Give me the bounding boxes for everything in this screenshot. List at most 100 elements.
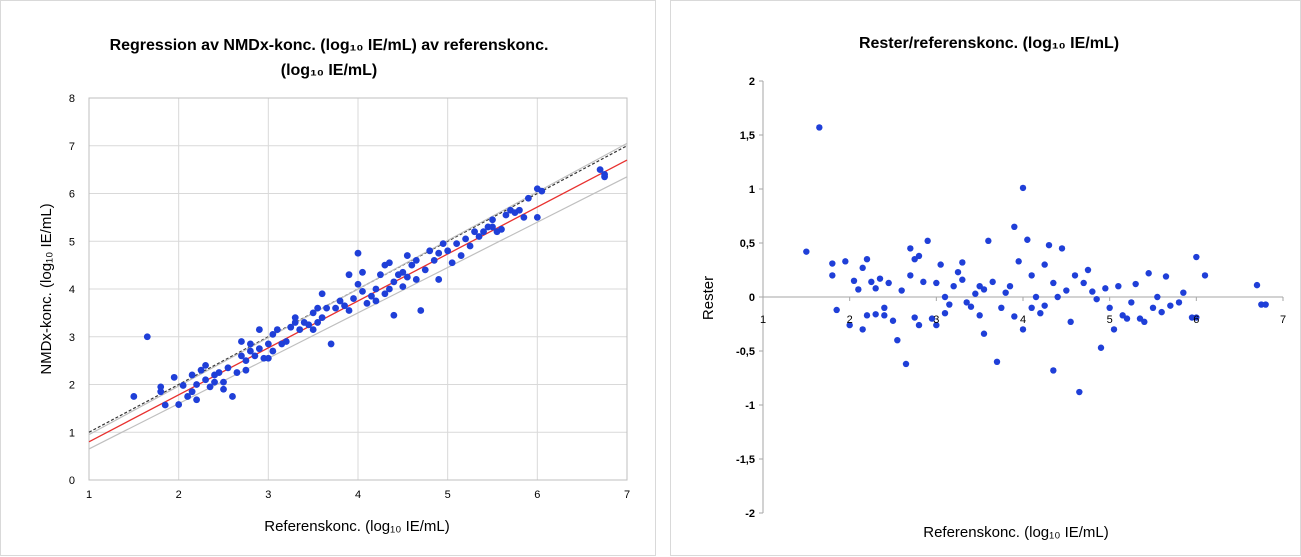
y-axis-label: NMDx-konc. (log₁₀ IE/mL): [38, 203, 55, 374]
data-point: [950, 283, 957, 290]
data-point: [859, 264, 866, 272]
data-point: [1175, 299, 1183, 306]
data-point: [318, 314, 326, 322]
data-point: [520, 213, 528, 221]
y-tick-label: 2: [69, 380, 75, 392]
data-point: [842, 258, 849, 265]
data-point: [1145, 270, 1152, 277]
data-point: [1123, 315, 1131, 322]
data-point: [332, 304, 339, 312]
data-point: [516, 206, 523, 214]
data-point: [417, 307, 425, 314]
data-point: [985, 237, 992, 245]
data-point: [385, 285, 393, 293]
data-point: [202, 376, 209, 384]
data-point: [390, 311, 398, 319]
data-point: [475, 233, 483, 240]
data-point: [601, 171, 608, 178]
data-point: [238, 338, 245, 345]
data-point: [385, 259, 393, 267]
plot-area-border: [88, 97, 628, 481]
x-tick-label: 4: [1020, 314, 1026, 326]
data-point: [911, 314, 918, 321]
x-tick-label: 3: [265, 489, 271, 501]
data-point: [130, 393, 138, 400]
data-point: [1132, 280, 1139, 288]
y-tick-labels: -2 -1,5 -1 -0,5 0 0,5 1 1,5 2: [736, 76, 755, 520]
data-point: [444, 247, 452, 255]
data-point: [1067, 318, 1074, 326]
data-point: [1041, 261, 1048, 268]
x-tick-label: 6: [534, 489, 540, 501]
y-tick-label: 8: [69, 93, 75, 105]
data-point: [933, 321, 940, 329]
data-point: [305, 321, 313, 329]
data-point: [963, 299, 970, 306]
y-tick-label: 3: [69, 332, 75, 344]
data-point: [206, 383, 214, 391]
data-point: [296, 326, 304, 333]
data-point: [314, 304, 322, 312]
data-point: [287, 323, 295, 331]
data-point: [1054, 293, 1061, 301]
data-point: [907, 272, 914, 279]
x-axis-label: Referenskonc. (log₁₀ IE/mL): [264, 518, 450, 535]
data-point: [323, 304, 331, 312]
data-point: [412, 256, 420, 264]
data-point: [269, 330, 277, 338]
data-point: [399, 268, 407, 276]
x-tick-labels: 1 2 3 4 5 6 7: [760, 314, 1286, 326]
data-point: [915, 252, 923, 260]
x-tick-label: 4: [355, 489, 361, 501]
data-point: [430, 256, 438, 264]
data-point: [273, 326, 281, 333]
y-tick-label: 1,5: [740, 130, 755, 142]
data-point: [959, 276, 966, 283]
data-point: [850, 277, 858, 284]
y-tick-label: -1,5: [736, 454, 755, 466]
data-point: [1002, 289, 1009, 296]
data-point: [881, 312, 888, 319]
data-point: [350, 295, 357, 302]
data-point: [408, 261, 416, 269]
data-point: [941, 293, 949, 301]
data-point: [1032, 293, 1040, 301]
data-point: [855, 286, 862, 293]
data-point: [498, 225, 505, 233]
data-point: [184, 393, 192, 400]
regression-chart-title: Regression av NMDx-konc. (log₁₀ IE/mL) a…: [110, 37, 549, 54]
data-point: [175, 401, 183, 408]
data-point: [885, 279, 892, 287]
data-point: [1045, 241, 1053, 249]
data-point: [993, 358, 1001, 365]
data-point: [197, 366, 205, 374]
x-tick-label: 5: [1107, 314, 1113, 326]
data-point: [291, 319, 299, 326]
data-point: [354, 280, 362, 288]
data-point: [314, 319, 322, 326]
data-point: [524, 194, 532, 202]
data-point: [489, 223, 496, 231]
data-point: [1041, 302, 1048, 309]
data-point: [247, 347, 254, 355]
data-point: [251, 352, 259, 360]
data-point: [453, 240, 461, 248]
data-point: [264, 354, 272, 362]
data-point: [359, 268, 366, 276]
data-point: [229, 393, 236, 400]
data-point: [489, 216, 496, 224]
data-point: [157, 383, 165, 391]
data-point: [1011, 223, 1018, 230]
data-point: [1154, 293, 1161, 301]
data-point: [1180, 289, 1187, 296]
data-point: [1019, 326, 1027, 333]
y-tick-label: 5: [69, 236, 75, 248]
data-point: [282, 338, 290, 345]
data-point: [202, 362, 209, 369]
data-point: [1097, 344, 1105, 351]
data-point: [596, 166, 604, 174]
data-point: [354, 249, 362, 257]
data-point: [170, 373, 178, 381]
data-point: [1089, 288, 1096, 295]
data-point: [980, 286, 988, 293]
